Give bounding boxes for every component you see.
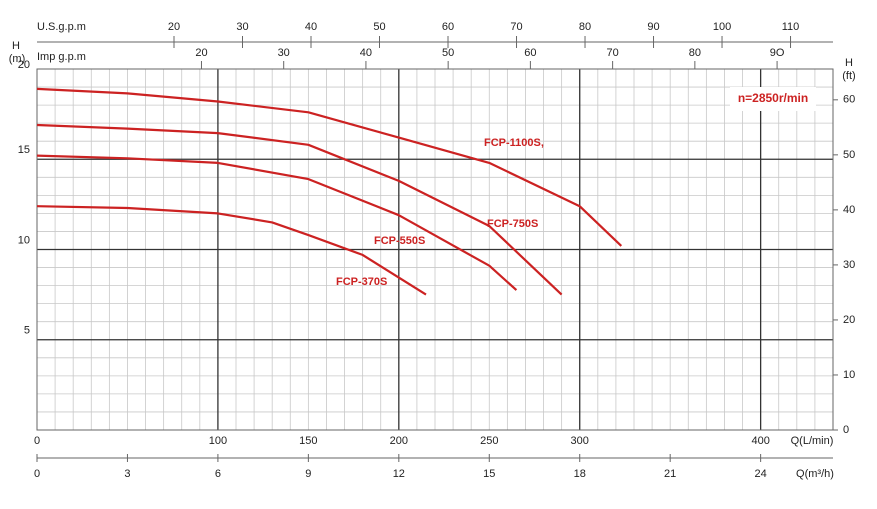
x3-tick-label: 110 bbox=[782, 21, 800, 33]
x3-tick-label: 40 bbox=[305, 21, 317, 33]
x-axis-title: Q(L/min) bbox=[791, 435, 834, 447]
x3-tick-label: 100 bbox=[713, 21, 731, 33]
y2-tick-label: 40 bbox=[843, 204, 855, 216]
x2-tick-label: 24 bbox=[755, 468, 767, 480]
curve-label: FCP-1100S, bbox=[484, 137, 544, 149]
x2-tick-label: 12 bbox=[393, 468, 405, 480]
x2-tick-label: 21 bbox=[664, 468, 676, 480]
pump-curve bbox=[36, 154, 518, 291]
y-tick-label: 20 bbox=[18, 59, 30, 71]
pump-curve bbox=[36, 123, 563, 296]
x-tick-label: 250 bbox=[480, 435, 498, 447]
x2-tick-label: 15 bbox=[483, 468, 495, 480]
annotation: n=2850r/min bbox=[738, 91, 808, 105]
x-tick-label: 300 bbox=[571, 435, 589, 447]
curve-label: FCP-370S bbox=[336, 276, 387, 288]
x4-tick-label: 70 bbox=[606, 47, 618, 59]
y-axis-title: H bbox=[12, 40, 20, 52]
x-tick-label: 150 bbox=[299, 435, 317, 447]
curve-label: FCP-550S bbox=[374, 235, 425, 247]
pump-curve bbox=[36, 87, 623, 247]
x2-tick-label: 9 bbox=[305, 468, 311, 480]
x4-tick-label: 9O bbox=[770, 47, 785, 59]
x4-tick-label: 60 bbox=[524, 47, 536, 59]
x-tick-label: 100 bbox=[209, 435, 227, 447]
x4-tick-label: 20 bbox=[195, 47, 207, 59]
y2-tick-label: 50 bbox=[843, 149, 855, 161]
x3-tick-label: 50 bbox=[373, 21, 385, 33]
x4-tick-label: 50 bbox=[442, 47, 454, 59]
x2-axis-title: Q(m³/h) bbox=[796, 468, 834, 480]
x4-tick-label: 30 bbox=[278, 47, 290, 59]
y-tick-label: 10 bbox=[18, 234, 30, 246]
y-tick-label: 15 bbox=[18, 144, 30, 156]
y2-axis-title: H bbox=[845, 57, 853, 69]
x3-tick-label: 70 bbox=[510, 21, 522, 33]
annotation-box bbox=[730, 87, 816, 111]
plot-frame bbox=[36, 68, 834, 431]
x2-tick-label: 18 bbox=[574, 468, 586, 480]
x3-tick-label: 20 bbox=[168, 21, 180, 33]
x2-tick-label: 6 bbox=[215, 468, 221, 480]
pump-curve bbox=[36, 205, 427, 296]
y2-tick-label: 10 bbox=[843, 369, 855, 381]
x3-tick-label: 90 bbox=[647, 21, 659, 33]
x3-tick-label: 80 bbox=[579, 21, 591, 33]
x4-tick-label: 80 bbox=[689, 47, 701, 59]
curve-label: FCP-750S bbox=[487, 218, 538, 230]
x3-tick-label: 60 bbox=[442, 21, 454, 33]
x3-axis-title: U.S.g.p.m bbox=[37, 21, 86, 33]
x4-tick-label: 40 bbox=[360, 47, 372, 59]
x2-tick-label: 3 bbox=[124, 468, 130, 480]
x-tick-label: 400 bbox=[751, 435, 769, 447]
y2-tick-label: 0 bbox=[843, 424, 849, 436]
x2-tick-label: 0 bbox=[34, 468, 40, 480]
y2-tick-label: 30 bbox=[843, 259, 855, 271]
x3-tick-label: 30 bbox=[236, 21, 248, 33]
x-tick-label: 0 bbox=[34, 435, 40, 447]
y-tick-label: 5 bbox=[24, 325, 30, 337]
x-tick-label: 200 bbox=[390, 435, 408, 447]
y2-axis-unit: (ft) bbox=[842, 70, 855, 82]
x4-axis-title: Imp g.p.m bbox=[37, 51, 86, 63]
y2-tick-label: 20 bbox=[843, 314, 855, 326]
y2-tick-label: 60 bbox=[843, 94, 855, 106]
y-axis-unit: (m) bbox=[9, 53, 26, 65]
